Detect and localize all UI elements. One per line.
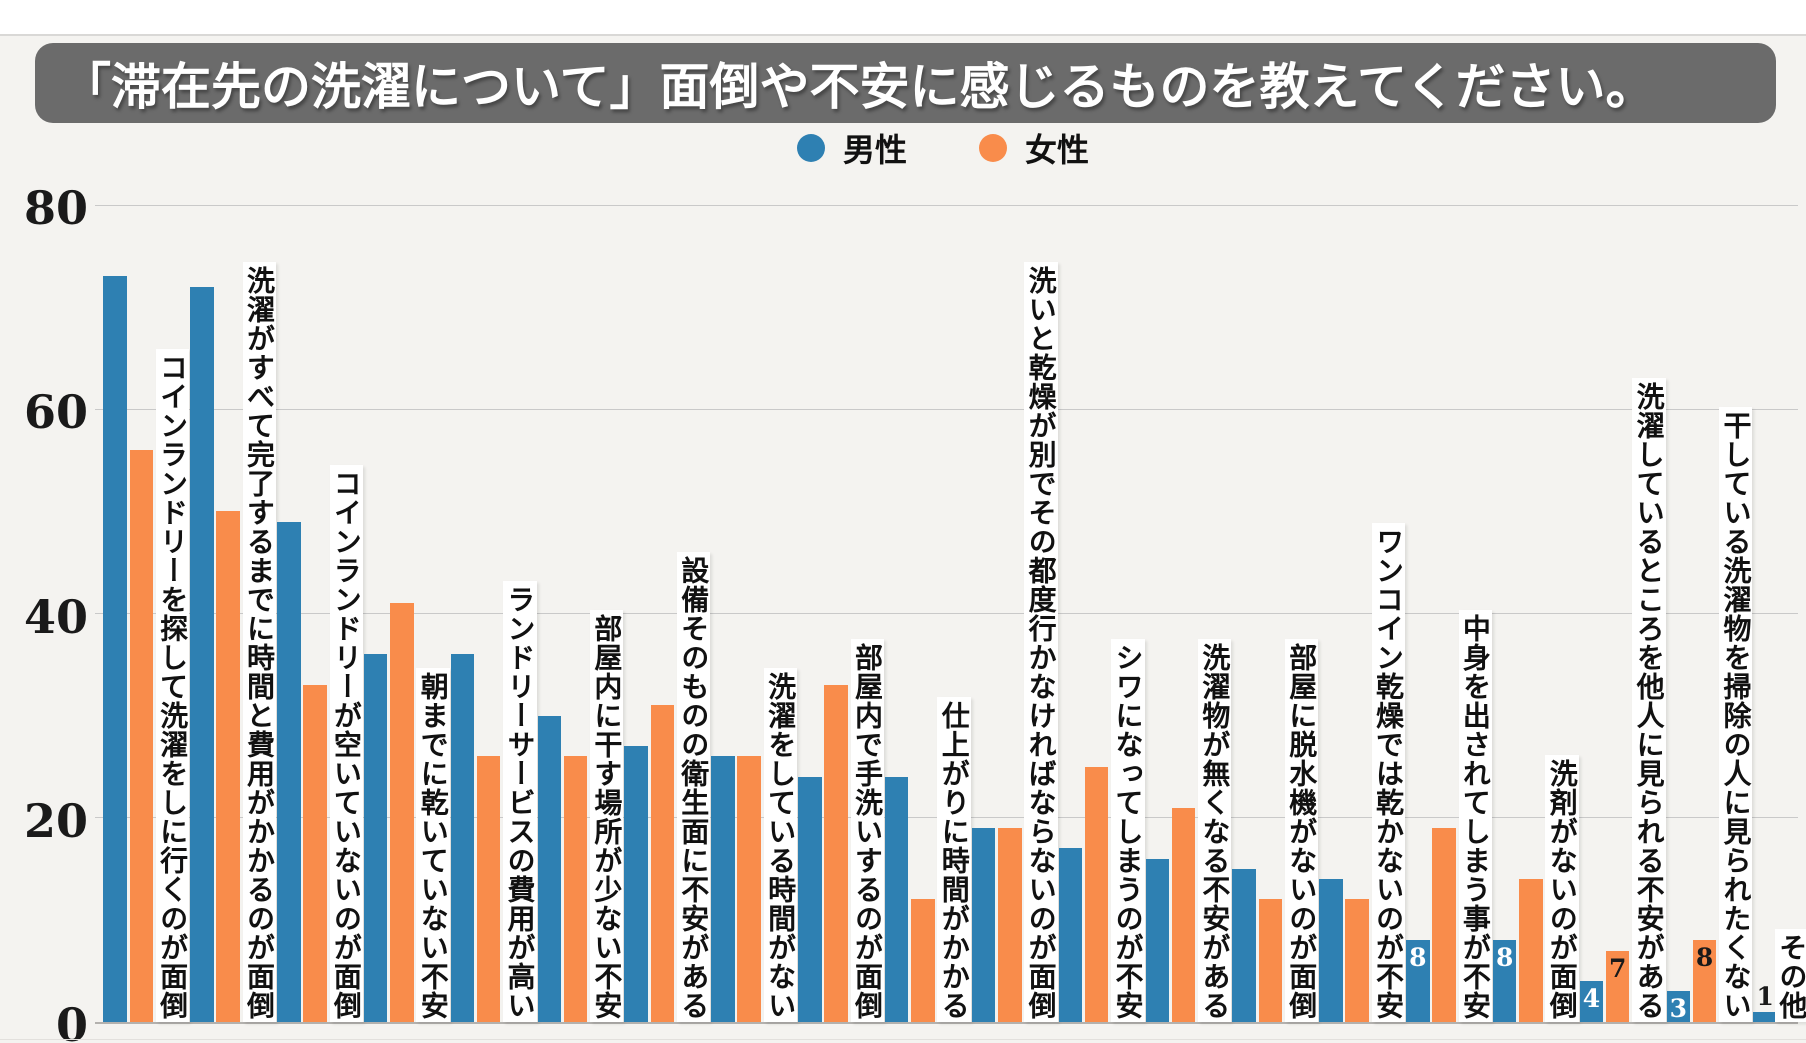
category-label-18: 干している洗濯物を掃除の人に見られたくない [1719,407,1753,1022]
bar-female-6 [650,705,675,1022]
bar-value-label-male-17: 4 [1582,984,1601,1014]
chart-legend: 男性 女性 [0,127,1806,169]
bar-male-15 [1406,940,1430,1022]
bar-female-0 [129,450,153,1022]
bar-male-8 [798,776,822,1022]
category-label-9: 仕上がりに時間がかかる [937,697,971,1022]
category-label-0: コインランドリーを探して洗濯をしに行くのが面倒 [155,349,190,1022]
male-color-dot-icon [796,134,825,162]
category-label-10: 洗いと乾燥が別でその都度行かなければならないのが面倒 [1024,262,1058,1022]
bar-female-17 [1605,950,1630,1022]
gridline-60 [95,408,1798,410]
legend-label-male: 男性 [842,132,907,168]
legend-item-male: 男性 [796,125,907,171]
bar-value-label-male-16: 8 [1495,943,1514,973]
bar-male-4 [450,654,475,1022]
bar-female-9 [911,899,935,1022]
bar-female-8 [824,684,848,1022]
bar-male-10 [971,827,996,1022]
bar-male-17 [1579,981,1604,1022]
y-axis-tick-40: 40 [23,589,88,644]
category-label-15: 中身を出されてしまう事が不安 [1458,610,1492,1022]
y-axis-tick-80: 80 [23,181,88,235]
category-label-2: コインランドリーが空いていないのが面倒 [329,465,363,1022]
bar-value-label-male-19: 1 [1756,981,1774,1011]
category-label-7: 洗濯をしている時間がない [763,668,798,1022]
category-label-5: 部屋内に干す場所が少ない不安 [590,610,624,1022]
x-axis-baseline [95,1022,1798,1024]
bar-male-6 [624,746,648,1022]
bar-male-18 [1666,991,1691,1022]
bar-female-5 [563,756,588,1022]
y-axis-tick-60: 60 [23,385,88,440]
bar-male-9 [884,776,909,1022]
bar-male-16 [1492,940,1517,1022]
legend-item-female: 女性 [979,125,1089,171]
bar-female-7 [737,756,761,1022]
bar-male-5 [537,715,562,1022]
bar-male-1 [190,286,214,1022]
category-label-19: その他 [1775,929,1806,1022]
bar-male-2 [277,521,301,1022]
y-axis-tick-0: 0 [55,998,88,1043]
bar-male-3 [363,654,388,1022]
bottom-divider-line [0,1039,1806,1040]
legend-label-female: 女性 [1025,132,1090,168]
category-label-13: 部屋に脱水機がないのが面倒 [1284,639,1319,1022]
bar-female-4 [476,756,501,1022]
gridline-80 [95,204,1798,206]
bar-female-3 [390,603,414,1022]
category-label-16: 洗剤がないのが面倒 [1545,755,1579,1022]
bar-female-11 [1084,766,1109,1022]
y-axis-tick-20: 20 [23,793,88,848]
bar-value-label-male-15: 8 [1409,943,1427,973]
bar-male-11 [1058,848,1083,1022]
bar-female-18 [1692,940,1717,1022]
bar-female-15 [1432,827,1456,1022]
gridline-40 [95,613,1798,614]
category-label-11: シワになってしまうのが不安 [1111,639,1145,1022]
bar-female-12 [1171,807,1196,1022]
bar-female-16 [1519,879,1543,1022]
bar-value-label-female-17: 7 [1608,953,1627,983]
category-label-8: 部屋内で手洗いするのが面倒 [850,639,884,1022]
category-label-14: ワンコイン乾燥では乾かないのが不安 [1371,523,1406,1022]
bar-male-14 [1319,879,1343,1022]
bar-male-12 [1145,858,1169,1022]
category-label-3: 朝までに乾いていない不安 [416,668,450,1022]
title-banner: 「滞在先の洗濯について」面倒や不安に感じるものを教えてください。 [35,43,1776,123]
bar-female-13 [1258,899,1283,1022]
category-label-12: 洗濯物が無くなる不安がある [1198,639,1232,1022]
female-color-dot-icon [979,134,1007,162]
bar-female-1 [216,511,240,1022]
category-label-17: 洗濯しているところを他人に見られる不安がある [1632,378,1666,1022]
top-divider-line [0,34,1806,36]
page-title: 「滞在先の洗濯について」面倒や不安に感じるものを教えてください。 [61,59,1656,115]
bar-male-7 [711,756,735,1022]
bar-female-10 [998,827,1022,1022]
bar-female-2 [303,684,327,1022]
bar-value-label-male-18: 3 [1669,994,1688,1024]
bar-male-13 [1232,868,1256,1022]
bar-value-label-female-18: 8 [1695,943,1714,973]
bar-male-0 [103,276,127,1022]
category-label-6: 設備そのものの衛生面に不安がある [676,552,711,1022]
category-label-1: 洗濯がすべて完了するまでに時間と費用がかかるのが面倒 [242,262,276,1022]
bar-female-14 [1345,899,1369,1022]
category-label-4: ランドリーサービスの費用が高い [503,581,537,1022]
bar-male-19 [1753,1011,1777,1022]
